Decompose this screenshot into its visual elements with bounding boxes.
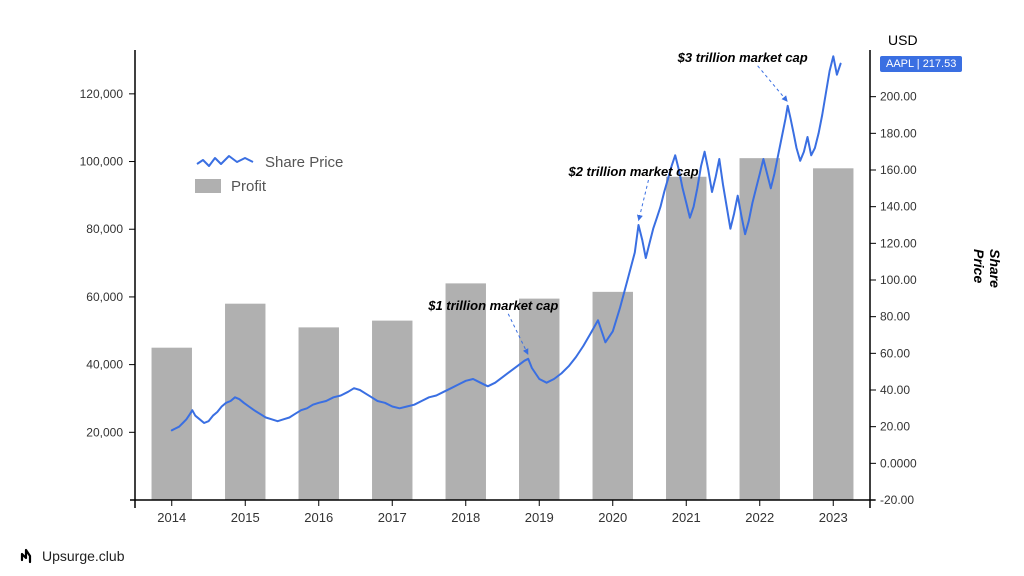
left-tick-label: 60,000 xyxy=(86,290,123,304)
legend-bar-icon xyxy=(195,179,221,193)
right-tick-label: 60.00 xyxy=(880,346,910,360)
bar xyxy=(519,299,559,500)
left-tick-label: 20,000 xyxy=(86,425,123,439)
x-tick-label: 2019 xyxy=(525,510,554,525)
legend: Share Price Profit xyxy=(195,150,343,198)
legend-line-label: Share Price xyxy=(265,154,343,171)
chart-svg: 20,000 40,000 60,000 80,000 100,000 120,000 -2… xyxy=(0,0,1024,576)
left-tick-label: 40,000 xyxy=(86,358,123,372)
x-tick-label: 2014 xyxy=(157,510,186,525)
left-tick-label: 80,000 xyxy=(86,222,123,236)
right-tick-label: 40.00 xyxy=(880,383,910,397)
right-tick-label: -20.00 xyxy=(880,493,914,507)
annotation-label: $1 trillion market cap xyxy=(428,298,558,313)
bar xyxy=(740,158,780,500)
legend-line-icon xyxy=(195,150,255,174)
currency-label: USD xyxy=(888,32,918,48)
legend-bar-label: Profit xyxy=(231,178,266,195)
bar xyxy=(666,177,706,500)
left-tick-label: 100,000 xyxy=(80,155,124,169)
right-tick-label: 180.00 xyxy=(880,126,917,140)
right-tick-label: 0.0000 xyxy=(880,456,917,470)
right-tick-label: 160.00 xyxy=(880,163,917,177)
annotation-arrow xyxy=(638,180,648,221)
annotation-arrow xyxy=(758,66,788,102)
x-tick-label: 2018 xyxy=(451,510,480,525)
x-tick-label: 2022 xyxy=(745,510,774,525)
bar xyxy=(446,283,486,500)
bar xyxy=(372,321,412,500)
annotation-label: $2 trillion market cap xyxy=(568,164,698,179)
right-tick-label: 100.00 xyxy=(880,273,917,287)
brand: Upsurge.club xyxy=(20,548,125,564)
x-tick-label: 2017 xyxy=(378,510,407,525)
legend-bar-row: Profit xyxy=(195,174,343,198)
right-tick-label: 140.00 xyxy=(880,200,917,214)
bar xyxy=(299,327,339,500)
right-axis-title: Share Price xyxy=(971,249,1003,323)
right-tick-label: 120.00 xyxy=(880,236,917,250)
bar xyxy=(152,348,192,500)
annotation-label: $3 trillion market cap xyxy=(678,50,808,65)
x-tick-label: 2021 xyxy=(672,510,701,525)
right-tick-label: 200.00 xyxy=(880,90,917,104)
chart-container: 20,000 40,000 60,000 80,000 100,000 120,000 -2… xyxy=(0,0,1024,576)
x-tick-label: 2023 xyxy=(819,510,848,525)
x-tick-label: 2016 xyxy=(304,510,333,525)
right-tick-label: 80.00 xyxy=(880,310,910,324)
bar xyxy=(813,168,853,500)
brand-text: Upsurge.club xyxy=(42,548,125,564)
legend-line-row: Share Price xyxy=(195,150,343,174)
price-badge-text: AAPL | 217.53 xyxy=(886,58,956,70)
brand-icon xyxy=(20,548,36,564)
left-tick-label: 120,000 xyxy=(80,87,124,101)
right-tick-label: 20.00 xyxy=(880,420,910,434)
x-tick-label: 2020 xyxy=(598,510,627,525)
price-badge: AAPL | 217.53 xyxy=(880,56,962,72)
x-tick-label: 2015 xyxy=(231,510,260,525)
